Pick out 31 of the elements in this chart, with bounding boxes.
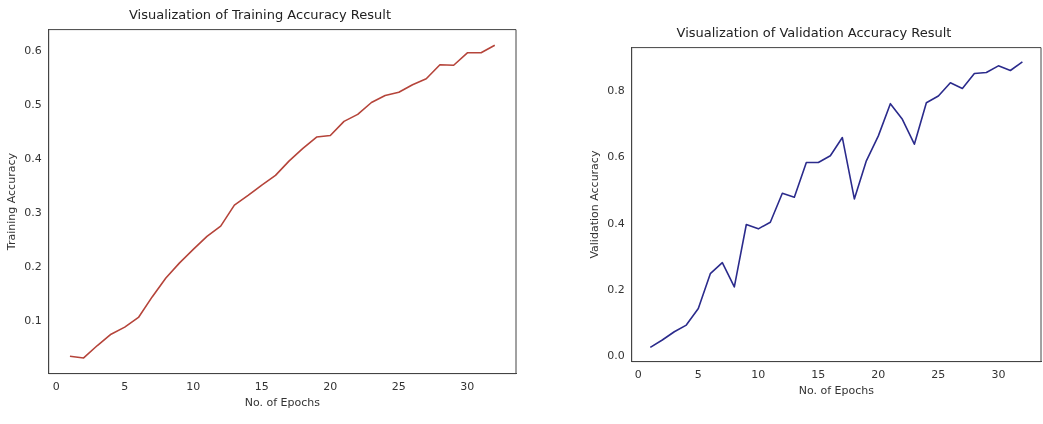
y-tick-label: 0.4 [607,216,625,230]
y-tick-label: 0.2 [24,260,42,274]
x-tick-label: 5 [694,368,702,382]
x-tick-label: 15 [811,368,826,382]
x-tick-label: 5 [121,380,129,394]
y-axis-title: Validation Accuracy [588,150,602,259]
y-tick-label: 0.3 [24,206,42,220]
x-tick-label: 20 [323,380,338,394]
y-tick-label: 0.0 [607,349,625,363]
y-tick-label: 0.8 [607,83,625,97]
y-tick-label: 0.4 [24,152,42,166]
chart-title: Visualization of Validation Accuracy Result [676,25,952,41]
x-tick-label: 10 [751,368,766,382]
x-tick-label: 25 [391,380,406,394]
x-tick-label: 0 [52,380,60,394]
chart-title: Visualization of Training Accuracy Result [129,7,391,23]
y-tick-label: 0.6 [607,150,625,164]
x-tick-label: 0 [634,368,642,382]
x-tick-label: 30 [991,368,1006,382]
x-tick-label: 25 [931,368,946,382]
y-tick-label: 0.1 [24,314,42,328]
x-axis-title: No. of Epochs [244,396,321,410]
x-tick-label: 15 [254,380,269,394]
x-tick-label: 30 [460,380,475,394]
y-tick-label: 0.6 [24,44,42,58]
x-tick-label: 10 [186,380,201,394]
y-tick-label: 0.2 [607,283,625,297]
y-axis-title: Training Accuracy [5,152,19,252]
x-axis-title: No. of Epochs [798,384,875,398]
x-tick-label: 20 [871,368,886,382]
y-tick-label: 0.5 [24,98,42,112]
